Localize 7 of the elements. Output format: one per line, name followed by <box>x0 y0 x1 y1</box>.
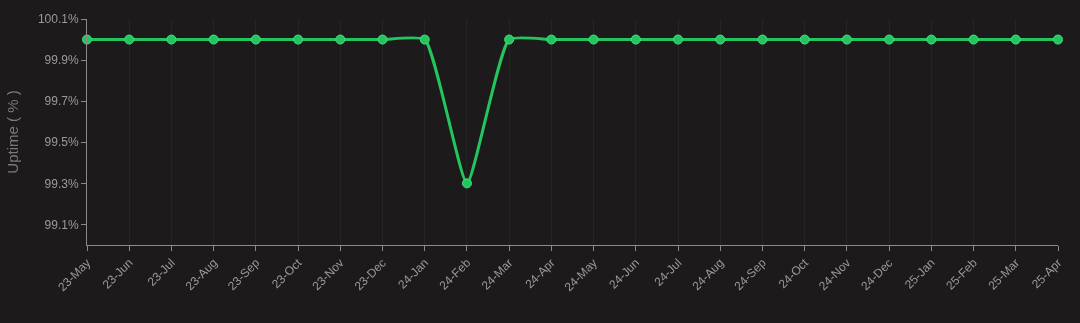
y-tick-label: 99.5% <box>44 135 79 150</box>
y-tick-label: 99.9% <box>44 53 79 68</box>
y-tick-label: 99.7% <box>44 94 79 109</box>
y-tick-label: 100.1% <box>37 12 79 27</box>
y-axis-title: Uptime ( % ) <box>4 90 22 174</box>
y-tick-label: 99.1% <box>44 217 79 232</box>
y-tick-label: 99.3% <box>44 176 79 191</box>
